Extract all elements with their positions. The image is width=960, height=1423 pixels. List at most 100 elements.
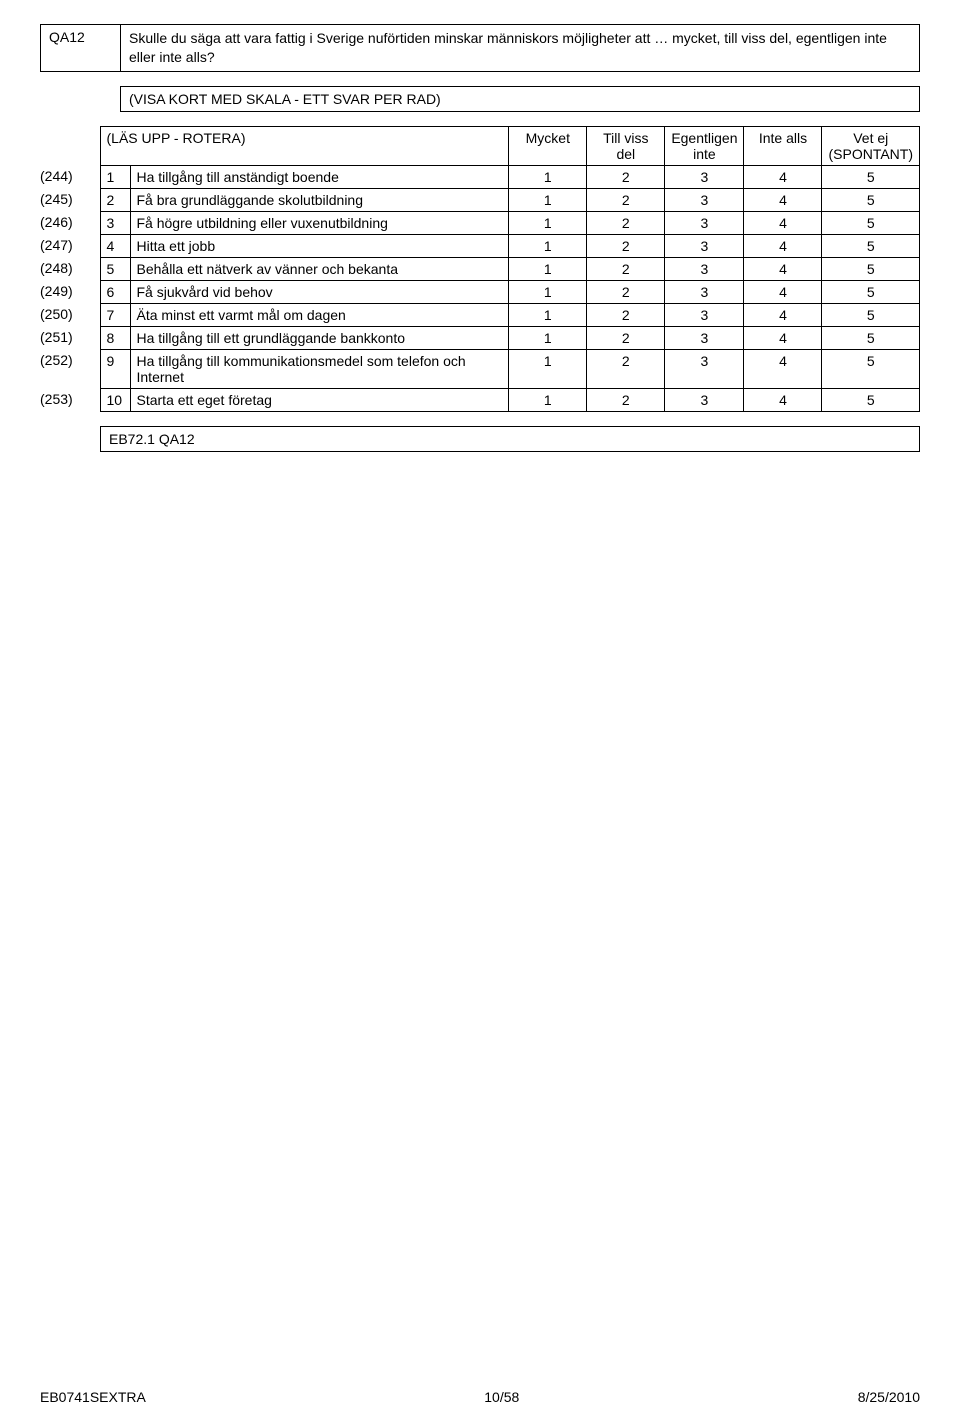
row-option: 2 [587,257,665,280]
row-option: 3 [665,211,744,234]
row-option: 4 [744,188,822,211]
row-option: 4 [744,165,822,188]
row-option: 5 [822,165,920,188]
row-option: 3 [665,388,744,411]
footer-right: 8/25/2010 [858,1389,920,1405]
row-number: 1 [100,165,130,188]
row-option: 3 [665,234,744,257]
table-row: (251)8Ha tillgång till ett grundläggande… [40,326,920,349]
row-option: 1 [509,280,587,303]
table-row: (245)2Få bra grundläggande skolutbildnin… [40,188,920,211]
row-option: 5 [822,326,920,349]
instruction-box: (VISA KORT MED SKALA - ETT SVAR PER RAD) [120,86,920,112]
row-option: 2 [587,188,665,211]
row-number: 4 [100,234,130,257]
footer-center: 10/58 [484,1389,519,1405]
row-option: 3 [665,349,744,388]
row-option: 2 [587,388,665,411]
row-option: 5 [822,303,920,326]
row-option: 4 [744,234,822,257]
header-col-5: Vet ej (SPONTANT) [822,126,920,165]
row-option: 4 [744,388,822,411]
row-option: 2 [587,326,665,349]
row-option: 2 [587,349,665,388]
row-option: 3 [665,303,744,326]
row-label: Hitta ett jobb [130,234,509,257]
row-option: 4 [744,326,822,349]
row-label: Ha tillgång till ett grundläggande bankk… [130,326,509,349]
row-option: 5 [822,280,920,303]
row-code: (247) [40,234,100,257]
page-footer: EB0741SEXTRA 10/58 8/25/2010 [40,1389,920,1405]
row-label: Behålla ett nätverk av vänner och bekant… [130,257,509,280]
row-option: 3 [665,280,744,303]
header-col-2: Till viss del [587,126,665,165]
reference-box: EB72.1 QA12 [100,426,920,452]
row-option: 2 [587,165,665,188]
row-number: 7 [100,303,130,326]
row-label: Få högre utbildning eller vuxenutbildnin… [130,211,509,234]
row-option: 1 [509,303,587,326]
row-option: 5 [822,349,920,388]
row-option: 3 [665,326,744,349]
row-number: 9 [100,349,130,388]
row-option: 5 [822,188,920,211]
table-row: (250)7Äta minst ett varmt mål om dagen12… [40,303,920,326]
survey-table: (LÄS UPP - ROTERA) Mycket Till viss del … [40,126,920,412]
page: QA12 Skulle du säga att vara fattig i Sv… [0,0,960,1423]
row-option: 4 [744,257,822,280]
row-option: 3 [665,165,744,188]
row-number: 3 [100,211,130,234]
header-col-4: Inte alls [744,126,822,165]
row-option: 1 [509,165,587,188]
row-code: (249) [40,280,100,303]
table-header-row: (LÄS UPP - ROTERA) Mycket Till viss del … [40,126,920,165]
header-col-3: Egentligen inte [665,126,744,165]
row-number: 2 [100,188,130,211]
row-code: (245) [40,188,100,211]
row-option: 2 [587,303,665,326]
question-id: QA12 [41,25,121,71]
row-option: 1 [509,188,587,211]
row-option: 4 [744,303,822,326]
row-code: (253) [40,388,100,411]
row-option: 5 [822,234,920,257]
row-option: 3 [665,257,744,280]
row-option: 3 [665,188,744,211]
row-option: 2 [587,280,665,303]
row-option: 1 [509,326,587,349]
question-box: QA12 Skulle du säga att vara fattig i Sv… [40,24,920,72]
row-code: (246) [40,211,100,234]
row-option: 1 [509,257,587,280]
table-row: (249)6Få sjukvård vid behov12345 [40,280,920,303]
table-row: (252)9Ha tillgång till kommunikationsmed… [40,349,920,388]
row-code: (248) [40,257,100,280]
row-option: 2 [587,211,665,234]
header-margin [40,126,100,165]
row-option: 4 [744,211,822,234]
row-number: 6 [100,280,130,303]
row-option: 1 [509,234,587,257]
table-row: (253)10Starta ett eget företag12345 [40,388,920,411]
row-option: 5 [822,257,920,280]
row-label: Ha tillgång till anständigt boende [130,165,509,188]
row-option: 4 [744,349,822,388]
row-option: 1 [509,349,587,388]
row-number: 10 [100,388,130,411]
row-number: 8 [100,326,130,349]
row-label: Ha tillgång till kommunikationsmedel som… [130,349,509,388]
row-option: 5 [822,388,920,411]
row-option: 1 [509,211,587,234]
table-row: (244)1Ha tillgång till anständigt boende… [40,165,920,188]
row-code: (244) [40,165,100,188]
row-option: 5 [822,211,920,234]
row-option: 4 [744,280,822,303]
header-col-1: Mycket [509,126,587,165]
row-code: (250) [40,303,100,326]
question-text: Skulle du säga att vara fattig i Sverige… [121,25,919,71]
row-label: Få bra grundläggande skolutbildning [130,188,509,211]
table-row: (248)5Behålla ett nätverk av vänner och … [40,257,920,280]
table-row: (246)3Få högre utbildning eller vuxenutb… [40,211,920,234]
row-number: 5 [100,257,130,280]
row-label: Äta minst ett varmt mål om dagen [130,303,509,326]
